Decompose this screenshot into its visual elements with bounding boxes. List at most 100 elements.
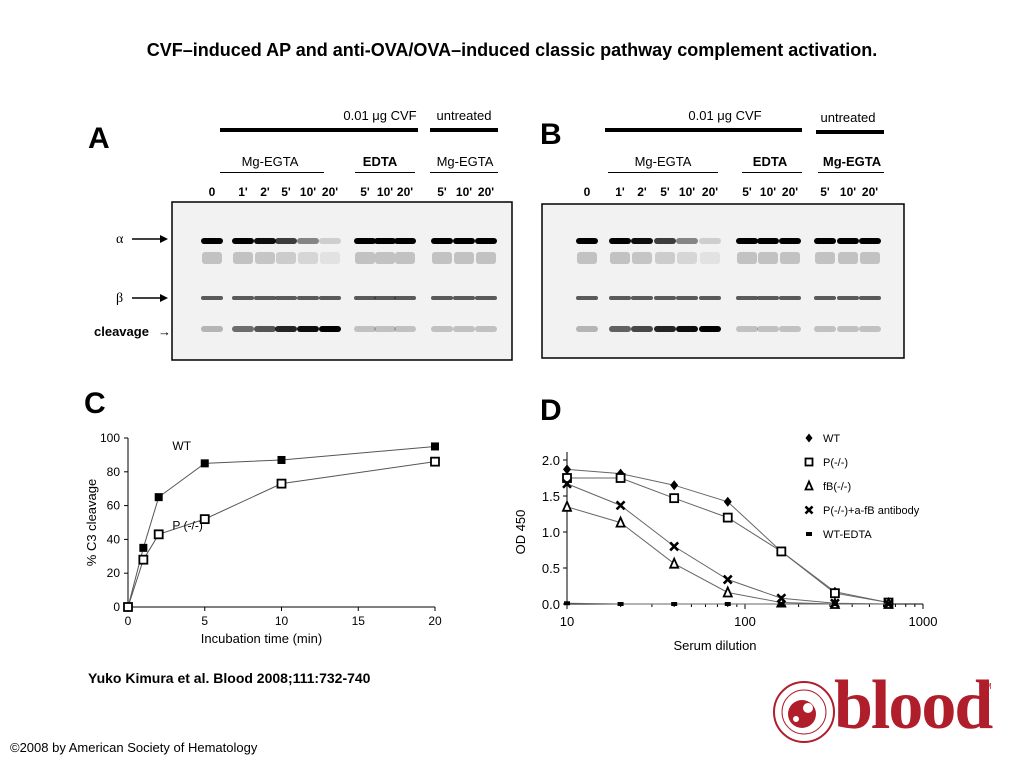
lane-label: 5' [660,185,670,199]
data-point [139,543,148,552]
lane-label: 1' [238,185,248,199]
data-point [885,602,892,606]
data-point [617,602,624,606]
copyright: ©2008 by American Society of Hematology [10,740,258,755]
series-line [127,461,436,608]
smear-band [432,252,452,264]
beta-band [631,296,653,300]
smear-band [454,252,474,264]
cleavage-band [453,326,475,332]
blot-membrane [541,203,905,359]
lane-label: 5' [820,185,830,199]
x-tick-label: 10 [275,614,289,628]
alpha-band [736,238,758,244]
data-point [564,601,570,606]
data-point [430,456,440,467]
western-blot-a: 0.01 μg CVF untreated Mg-EGTA EDTA Mg-EG… [94,108,513,361]
header-untreated-bar [816,130,884,134]
alpha-band [576,238,598,244]
beta-band [576,296,598,300]
smear-band [655,252,675,264]
lane-labels: 0 1' 2' 5' 10' 20' 5' 10' 20' 5' 10' 20' [209,185,495,199]
x-tick-label: 1000 [909,614,938,629]
sub-header-line [355,172,415,173]
cleavage-band [354,326,376,332]
data-point [153,529,164,540]
smear-band [320,252,340,264]
logo-trademark: TM [980,682,992,691]
smear-band [758,252,778,264]
smear-band [737,252,757,264]
data-point [778,602,785,606]
smear-band [476,252,496,264]
cleavage-band [431,326,453,332]
legend-marker [806,532,812,536]
y-axis-label: OD 450 [513,510,528,555]
blot-bands [201,238,497,332]
smear-band [610,252,630,264]
cleavage-band [576,326,598,332]
lane-label: 5' [281,185,291,199]
beta-band [297,296,319,300]
alpha-chain-label: α [116,232,124,247]
beta-band [319,296,341,300]
smear-band [860,252,880,264]
header-cvf: 0.01 μg CVF [688,108,761,123]
lane-label: 0 [584,185,591,199]
sub-header-mg-egta-untreated: Mg-EGTA [823,154,882,169]
sub-header-edta: EDTA [363,154,398,169]
alpha-band [374,238,396,244]
beta-arrowhead-icon [160,294,168,302]
y-tick-label: 40 [107,532,121,546]
alpha-band [654,238,676,244]
x-axis-label: Serum dilution [673,638,756,653]
western-blot-b: 0.01 μg CVF untreated Mg-EGTA EDTA Mg-EG… [541,108,905,359]
series-label: P (-/-) [172,518,202,532]
cleavage-band [609,326,631,332]
alpha-band [254,238,276,244]
panel-letter-d: D [540,394,562,427]
y-tick-label: 0 [113,600,120,614]
smear-band [700,252,720,264]
cleavage-band [757,326,779,332]
beta-band [814,296,836,300]
lane-label: 20' [322,185,338,199]
lane-label: 2' [637,185,647,199]
x-tick-label: 0 [125,614,132,628]
beta-band [837,296,859,300]
beta-band [609,296,631,300]
beta-band [859,296,881,300]
smear-band [632,252,652,264]
cleavage-band [814,326,836,332]
data-point [724,602,731,606]
y-axis-label: % C3 cleavage [84,479,99,566]
cleavage-band [779,326,801,332]
series-label: WT [172,439,191,453]
y-tick-label: 100 [100,431,120,445]
smear-band [780,252,800,264]
beta-band [453,296,475,300]
data-point [562,478,572,489]
y-tick-label: 0.5 [542,561,560,576]
data-point [277,455,286,464]
data-point [776,593,787,604]
cleavage-band [837,326,859,332]
lane-label: 10' [300,185,316,199]
cleavage-band [394,326,416,332]
alpha-band [201,238,223,244]
data-point [669,541,680,552]
alpha-band [297,238,319,244]
ash-seal-icon [773,681,835,743]
y-tick-label: 20 [107,566,121,580]
smear-band [577,252,597,264]
alpha-band [757,238,779,244]
lane-label: 1' [615,185,625,199]
smear-band [233,252,253,264]
citation: Yuko Kimura et al. Blood 2008;111:732-74… [88,670,371,686]
y-tick-label: 1.0 [542,525,560,540]
beta-band [201,296,223,300]
alpha-band [779,238,801,244]
legend-label: WT-EDTA [823,529,872,541]
beta-band [654,296,676,300]
alpha-band [275,238,297,244]
